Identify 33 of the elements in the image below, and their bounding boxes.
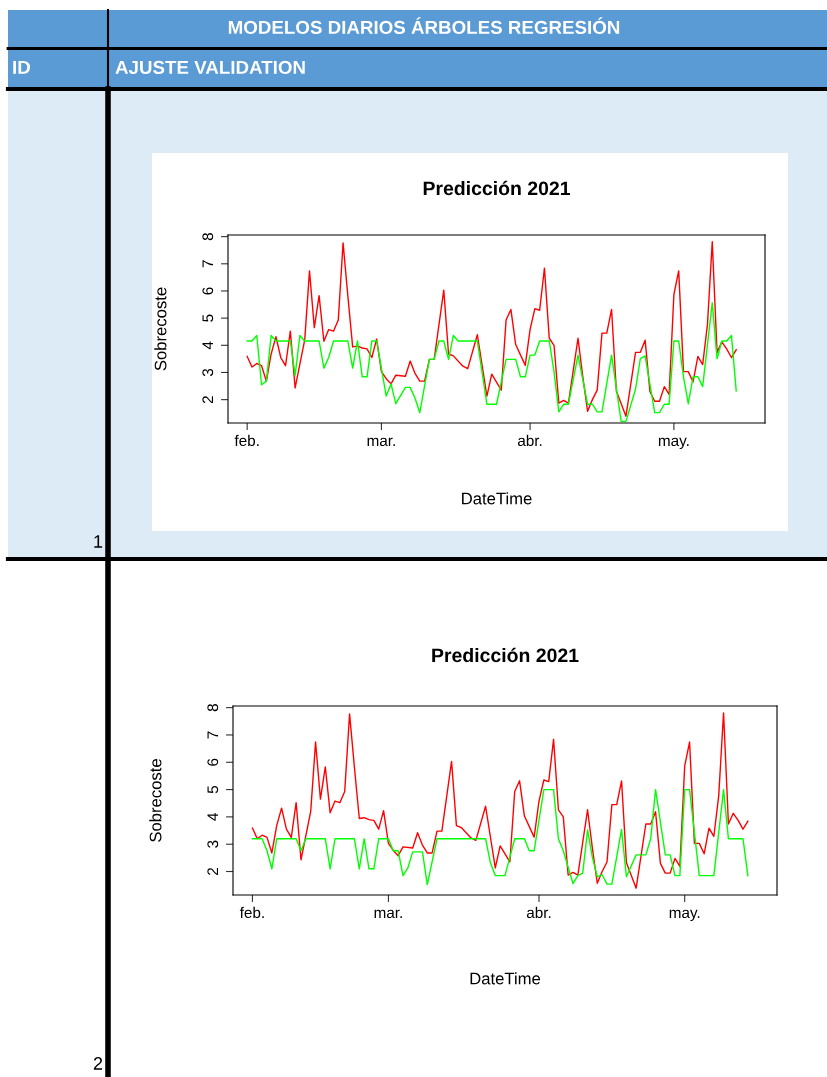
y-tick-label: 4 bbox=[202, 341, 214, 350]
text: ID bbox=[13, 60, 30, 74]
x-axis-title: DateTime bbox=[470, 972, 541, 985]
y-tick-label: 7 bbox=[207, 731, 219, 739]
text: 2 bbox=[93, 1057, 103, 1070]
x-tick-label: mar. bbox=[374, 909, 402, 919]
x-tick-label: feb. bbox=[234, 434, 259, 447]
y-tick-label: 3 bbox=[207, 840, 219, 848]
text: AJUSTE VALIDATION bbox=[115, 60, 305, 75]
chart-title: Predicción 2021 bbox=[432, 647, 579, 663]
y-tick-label: 6 bbox=[207, 758, 219, 766]
x-axis-title: DateTime bbox=[462, 492, 532, 505]
x-tick-label: abr. bbox=[517, 434, 542, 447]
y-tick-label: 6 bbox=[202, 287, 214, 295]
x-tick-label: may. bbox=[669, 909, 700, 922]
x-tick-label: mar. bbox=[367, 437, 395, 447]
text: 1 bbox=[94, 535, 103, 548]
y-tick-label: 4 bbox=[207, 813, 219, 821]
y-tick-label: 2 bbox=[202, 396, 214, 404]
text: MODELOS DIARIOS ÁRBOLES REGRESIÓN bbox=[228, 17, 620, 35]
y-tick-label: 2 bbox=[207, 868, 219, 875]
chart-title: Predicción 2021 bbox=[423, 180, 570, 196]
y-tick-label: 3 bbox=[202, 368, 214, 377]
y-tick-label: 7 bbox=[202, 260, 214, 268]
x-tick-label: feb. bbox=[239, 906, 264, 919]
y-tick-label: 8 bbox=[207, 704, 219, 712]
x-tick-label: may. bbox=[658, 437, 689, 450]
y-axis-title: Sobrecoste bbox=[149, 759, 162, 842]
y-axis-title: Sobrecoste bbox=[154, 287, 167, 371]
y-tick-label: 5 bbox=[207, 785, 219, 794]
x-tick-label: abr. bbox=[526, 906, 551, 919]
y-tick-label: 5 bbox=[202, 314, 214, 322]
y-tick-label: 8 bbox=[202, 233, 214, 241]
